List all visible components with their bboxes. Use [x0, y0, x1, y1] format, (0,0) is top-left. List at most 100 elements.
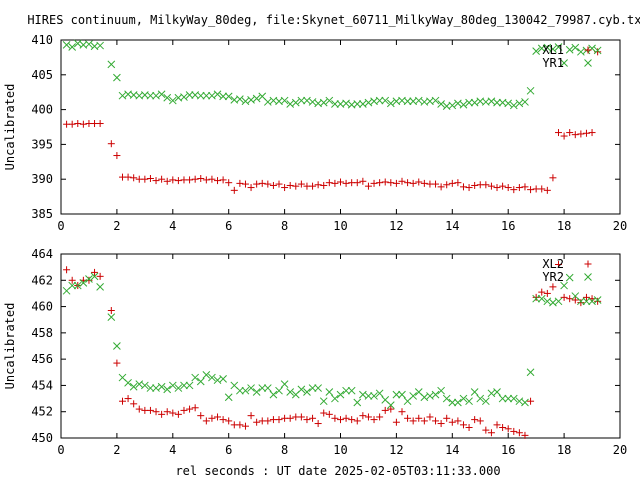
point-yr2 [593, 296, 602, 304]
point-yr2 [157, 382, 166, 391]
point-yr1 [236, 95, 244, 104]
point-yr2 [370, 392, 378, 400]
top-x-tick-label: 0 [57, 219, 64, 233]
point-yr1 [213, 90, 222, 99]
point-xl2 [236, 421, 244, 429]
point-yr2 [319, 397, 328, 406]
point-yr2 [146, 384, 155, 392]
point-xl2 [409, 417, 417, 425]
point-xl2 [202, 417, 210, 425]
point-xl1 [96, 120, 104, 128]
top-axis-ticks: 0 2 4 6 8 10 12 14 16 18 20 385 390 395 400 405 410 [31, 33, 627, 233]
point-xl2 [448, 418, 456, 426]
point-yr1 [325, 96, 334, 105]
point-yr2 [325, 388, 334, 396]
point-yr2 [476, 394, 485, 403]
point-yr2 [185, 381, 194, 390]
bottom-x-tick-label: 8 [281, 443, 288, 457]
top-x-tick-label: 14 [445, 219, 459, 233]
point-xl1 [292, 182, 300, 190]
point-xl1 [521, 183, 529, 191]
point-xl1 [459, 183, 467, 191]
point-xl2 [163, 408, 171, 416]
bottom-y-tick-label: 450 [31, 431, 53, 445]
point-xl2 [247, 412, 255, 420]
point-xl2 [135, 405, 143, 413]
bottom-y-tick-label: 458 [31, 326, 53, 340]
point-yr2 [331, 394, 339, 403]
point-xl1 [376, 179, 384, 187]
point-xl1 [225, 179, 233, 187]
point-xl1 [191, 175, 199, 183]
point-xl1 [68, 120, 76, 128]
point-xl2 [532, 293, 540, 301]
point-xl1 [482, 181, 490, 189]
point-xl2 [320, 409, 328, 417]
point-xl1 [454, 179, 462, 187]
bottom-y-tick-label: 456 [31, 352, 53, 366]
point-xl2 [197, 412, 205, 420]
top-y-tick-label: 385 [31, 207, 53, 221]
point-xl1 [364, 182, 372, 190]
point-xl1 [281, 184, 289, 192]
point-yr2 [73, 281, 82, 290]
point-yr1 [196, 91, 205, 100]
point-xl2 [353, 417, 361, 425]
point-yr2 [308, 384, 317, 392]
point-yr2 [470, 388, 479, 396]
point-yr1 [331, 100, 339, 108]
top-x-tick-label: 20 [613, 219, 627, 233]
point-xl2 [432, 417, 440, 425]
point-yr2 [174, 384, 183, 392]
top-x-tick-label: 6 [225, 219, 232, 233]
point-yr2 [336, 390, 345, 399]
point-yr2 [565, 273, 574, 282]
x-axis-label: rel seconds : UT date 2025-02-05T03:11:3… [175, 464, 500, 478]
point-xl1 [510, 186, 518, 194]
point-yr2 [409, 392, 418, 400]
point-xl1 [437, 183, 445, 191]
bottom-panel: Uncalibrated 0 2 4 6 8 10 12 14 16 18 20 450 452 454 4… [3, 247, 627, 457]
point-yr2 [537, 294, 546, 303]
point-yr2 [459, 394, 468, 403]
point-yr2 [90, 272, 99, 281]
point-xl2 [420, 417, 428, 425]
point-xl1 [398, 177, 406, 185]
point-xl2 [118, 397, 126, 405]
point-xl2 [359, 412, 367, 420]
point-yr2 [258, 384, 267, 392]
point-yr2 [68, 281, 77, 290]
point-xl1 [381, 178, 389, 186]
point-xl2 [404, 414, 412, 422]
point-xl1 [487, 182, 495, 190]
point-xl2 [571, 296, 579, 304]
point-xl1 [499, 182, 507, 190]
point-xl2 [538, 288, 546, 296]
point-yr2 [347, 386, 356, 395]
point-xl1 [152, 177, 160, 185]
bottom-x-tick-label: 6 [225, 443, 232, 457]
point-yr2 [191, 373, 200, 382]
point-yr1 [185, 91, 194, 99]
legend-label-yr1: YR1 [542, 56, 564, 70]
bottom-x-tick-label: 4 [169, 443, 176, 457]
point-yr2 [280, 380, 289, 388]
point-xl2 [325, 410, 333, 418]
point-yr2 [224, 393, 233, 402]
point-xl2 [174, 410, 182, 418]
point-yr1 [62, 41, 71, 49]
point-yr2 [504, 394, 513, 403]
point-yr1 [375, 96, 384, 105]
point-yr2 [247, 384, 255, 392]
point-xl2 [493, 421, 501, 429]
point-xl2 [214, 413, 222, 421]
point-yr2 [353, 398, 362, 407]
top-data-marks [62, 39, 602, 194]
legend-label-yr2: YR2 [542, 270, 564, 284]
point-xl2 [454, 417, 462, 425]
point-xl2 [465, 423, 473, 431]
point-yr2 [560, 281, 568, 290]
point-xl1 [314, 181, 322, 189]
point-yr2 [196, 377, 205, 386]
point-xl1 [202, 176, 210, 184]
